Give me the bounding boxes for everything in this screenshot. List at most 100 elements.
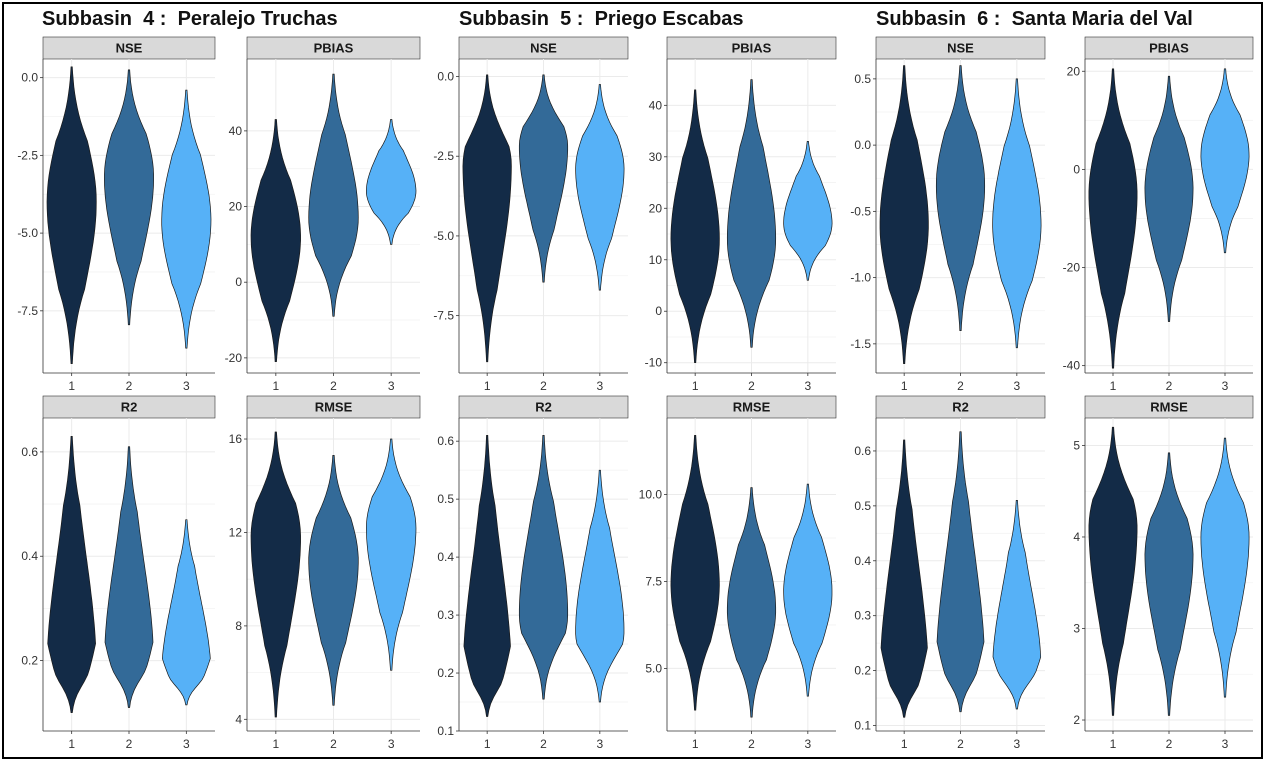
x-tick-label: 1 bbox=[1110, 737, 1117, 751]
facet-label: NSE bbox=[947, 41, 974, 56]
y-tick-label: 0.4 bbox=[437, 550, 454, 564]
x-tick-label: 1 bbox=[68, 737, 75, 751]
y-tick-label: 5 bbox=[1073, 438, 1080, 452]
y-tick-label: 0.2 bbox=[21, 654, 38, 668]
violin-pbias-s5-cat-2 bbox=[726, 79, 777, 348]
x-tick-label: 3 bbox=[388, 737, 395, 751]
x-tick-label: 2 bbox=[540, 379, 547, 393]
facet-label: RMSE bbox=[315, 400, 353, 415]
panel-rmse-s5: RMSE 10.0 7.5 5.0 1 2 3 bbox=[639, 395, 837, 751]
y-tick-label: 40 bbox=[229, 124, 243, 138]
violin-rmse-s6-cat-2 bbox=[1144, 452, 1194, 716]
violin-nse-s4-cat-1 bbox=[46, 66, 97, 365]
y-tick-label: 3 bbox=[1073, 621, 1080, 635]
y-tick-label: 0.4 bbox=[21, 549, 38, 563]
y-tick-label: 16 bbox=[229, 432, 243, 446]
facet-label: PBIAS bbox=[1149, 41, 1189, 56]
y-tick-label: 0.2 bbox=[437, 666, 454, 680]
violin-rmse-s6-cat-3 bbox=[1200, 437, 1250, 698]
y-tick-label: -7.5 bbox=[433, 309, 454, 323]
subbasin-4-title: Subbasin 4 : Peralejo Truchas bbox=[42, 8, 338, 30]
x-tick-label: 3 bbox=[804, 379, 811, 393]
violin-r2-s6-cat-1 bbox=[880, 439, 928, 718]
y-tick-label: 0.1 bbox=[854, 719, 871, 733]
y-tick-label: 30 bbox=[649, 150, 663, 164]
violin-rmse-s6-cat-1 bbox=[1088, 426, 1138, 716]
x-tick-label: 3 bbox=[804, 737, 811, 751]
facet-label: NSE bbox=[116, 41, 143, 56]
x-tick-label: 3 bbox=[596, 379, 603, 393]
panel-nse-s5: NSE 0.0 -2.5 -5.0 -7.5 1 2 3 bbox=[433, 36, 629, 393]
violin-rmse-s5-cat-1 bbox=[670, 435, 720, 711]
y-tick-label: 0 bbox=[1073, 162, 1080, 176]
y-tick-label: -7.5 bbox=[17, 304, 38, 318]
violin-pbias-s5-cat-3 bbox=[783, 141, 833, 281]
x-tick-label: 3 bbox=[596, 737, 603, 751]
violin-nse-s5-cat-3 bbox=[575, 84, 625, 291]
panel-pbias-s5: PBIAS 40 30 20 10 0 -10 1 2 3 bbox=[645, 36, 837, 393]
y-tick-label: 20 bbox=[1067, 64, 1081, 78]
x-tick-label: 1 bbox=[901, 737, 908, 751]
y-tick-label: 0.0 bbox=[21, 71, 38, 85]
y-tick-label: -10 bbox=[645, 356, 663, 370]
violin-pbias-s4-cat-1 bbox=[250, 119, 301, 363]
x-tick-label: 1 bbox=[484, 737, 491, 751]
y-tick-label: 10.0 bbox=[639, 488, 663, 502]
violin-r2-s6-cat-2 bbox=[936, 431, 985, 713]
y-tick-label: -2.5 bbox=[433, 149, 454, 163]
violin-nse-s5-cat-1 bbox=[462, 74, 512, 363]
violin-r2-s4-cat-2 bbox=[104, 446, 154, 708]
y-tick-label: 0.5 bbox=[437, 492, 454, 506]
x-tick-label: 2 bbox=[957, 379, 964, 393]
x-tick-label: 1 bbox=[272, 737, 279, 751]
facet-label: PBIAS bbox=[314, 41, 354, 56]
y-tick-label: -1.0 bbox=[850, 271, 871, 285]
violin-r2-s6-cat-3 bbox=[992, 500, 1042, 710]
y-tick-label: 0.0 bbox=[854, 138, 871, 152]
facet-label: R2 bbox=[535, 400, 552, 415]
facet-label: RMSE bbox=[1150, 400, 1188, 415]
panel-r2-s6: R2 0.6 0.5 0.4 0.3 0.2 0.1 1 2 3 bbox=[854, 395, 1046, 751]
violin-nse-s4-cat-2 bbox=[104, 69, 154, 326]
panel-nse-s6: NSE 0.5 0.0 -0.5 -1.0 -1.5 1 2 3 bbox=[850, 36, 1046, 393]
facet-label: PBIAS bbox=[732, 41, 772, 56]
y-tick-label: 4 bbox=[235, 712, 242, 726]
x-tick-label: 2 bbox=[126, 737, 133, 751]
violin-nse-s6-cat-3 bbox=[992, 78, 1042, 349]
y-tick-label: -5.0 bbox=[433, 229, 454, 243]
y-tick-label: 5.0 bbox=[645, 661, 662, 675]
x-tick-label: 2 bbox=[748, 737, 755, 751]
x-tick-label: 2 bbox=[126, 379, 133, 393]
x-tick-label: 2 bbox=[1166, 379, 1173, 393]
violin-pbias-s6-cat-1 bbox=[1088, 68, 1138, 369]
y-tick-label: 0 bbox=[655, 304, 662, 318]
y-tick-label: 0.4 bbox=[854, 554, 871, 568]
violin-nse-s6-cat-1 bbox=[879, 65, 929, 365]
y-tick-label: 0.6 bbox=[21, 445, 38, 459]
panel-r2-s5: R2 0.6 0.5 0.4 0.3 0.2 0.1 1 2 3 bbox=[437, 395, 629, 751]
subbasin-5-title: Subbasin 5 : Priego Escabas bbox=[459, 8, 744, 30]
x-tick-label: 3 bbox=[1222, 379, 1229, 393]
panel-r2-s4: R2 0.6 0.4 0.2 1 2 3 bbox=[21, 395, 216, 751]
x-tick-label: 1 bbox=[272, 379, 279, 393]
y-tick-label: 20 bbox=[229, 200, 243, 214]
x-tick-label: 2 bbox=[957, 737, 964, 751]
violin-pbias-s5-cat-1 bbox=[670, 89, 720, 364]
facet-label: RMSE bbox=[733, 400, 771, 415]
violin-nse-s4-cat-3 bbox=[161, 89, 212, 349]
y-tick-label: 8 bbox=[235, 619, 242, 633]
violin-nse-s6-cat-2 bbox=[935, 65, 986, 331]
y-tick-label: 0.6 bbox=[437, 434, 454, 448]
violin-rmse-s4-cat-2 bbox=[308, 455, 359, 706]
y-tick-label: -20 bbox=[1063, 261, 1081, 275]
y-tick-label: 7.5 bbox=[645, 574, 662, 588]
y-tick-label: -2.5 bbox=[17, 148, 38, 162]
y-tick-label: 0.3 bbox=[854, 609, 871, 623]
y-tick-label: 0.5 bbox=[854, 499, 871, 513]
x-tick-label: 2 bbox=[748, 379, 755, 393]
x-tick-label: 1 bbox=[692, 737, 699, 751]
y-tick-label: 0.5 bbox=[854, 72, 871, 86]
panel-rmse-s6: RMSE 5 4 3 2 1 2 3 bbox=[1073, 395, 1254, 751]
y-tick-label: 0 bbox=[235, 275, 242, 289]
